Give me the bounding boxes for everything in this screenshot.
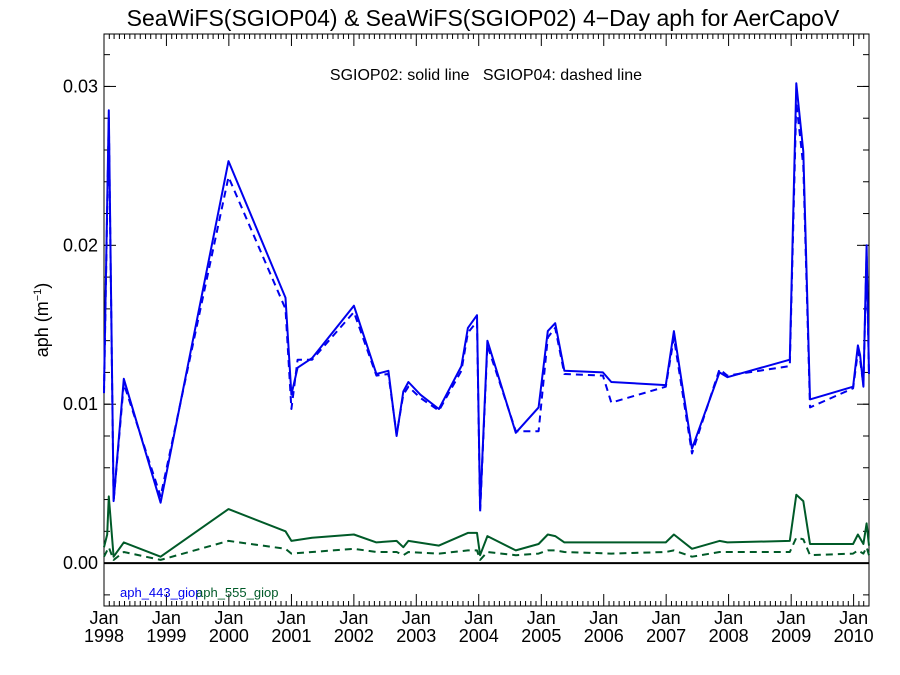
x-tick-label-year: 2007 — [646, 626, 686, 646]
y-tick-label: 0.00 — [63, 553, 98, 573]
chart-annotation: SGIOP02: solid line SGIOP04: dashed line — [330, 67, 642, 84]
x-tick-label-month: Jan — [714, 608, 743, 628]
series-line-aph_443_giop-solid — [103, 82, 870, 511]
y-tick-label: 0.01 — [63, 394, 98, 414]
x-tick-label-month: Jan — [214, 608, 243, 628]
x-tick-label-year: 2004 — [459, 626, 499, 646]
x-tick-label-month: Jan — [339, 608, 368, 628]
x-tick-label-month: Jan — [652, 608, 681, 628]
x-tick-label-month: Jan — [89, 608, 118, 628]
axes: 0.000.010.020.03Jan1998Jan1999Jan2000Jan… — [63, 34, 874, 646]
x-tick-label-month: Jan — [589, 608, 618, 628]
x-tick-label-year: 2002 — [334, 626, 374, 646]
x-tick-label-month: Jan — [777, 608, 806, 628]
x-tick-label-year: 2009 — [771, 626, 811, 646]
x-tick-label-year: 2000 — [209, 626, 249, 646]
x-tick-label-year: 2008 — [709, 626, 749, 646]
x-tick-label-year: 2003 — [396, 626, 436, 646]
y-axis-label-superscript: −1 — [32, 289, 44, 302]
x-tick-label-year: 1998 — [84, 626, 124, 646]
series-line-aph_555_giop-dashed — [103, 536, 870, 561]
x-tick-label-year: 2006 — [584, 626, 624, 646]
series-line-aph_555_giop-solid — [103, 493, 870, 558]
y-axis-label-main: aph (m — [32, 301, 52, 357]
y-tick-label: 0.03 — [63, 76, 98, 96]
x-tick-label-year: 1999 — [146, 626, 186, 646]
legend-entry: aph_555_giop — [196, 585, 278, 600]
x-tick-label-year: 2005 — [521, 626, 561, 646]
x-tick-label-month: Jan — [402, 608, 431, 628]
x-tick-label-year: 2010 — [834, 626, 874, 646]
y-axis-label-close: ) — [32, 283, 52, 289]
plot-frame — [103, 33, 870, 607]
x-tick-label-month: Jan — [277, 608, 306, 628]
series-lines — [103, 82, 870, 561]
x-tick-label-month: Jan — [464, 608, 493, 628]
y-axis-label: aph (m−1) — [32, 283, 52, 358]
y-tick-label: 0.02 — [63, 235, 98, 255]
x-tick-label-month: Jan — [527, 608, 556, 628]
chart-title: SeaWiFS(SGIOP04) & SeaWiFS(SGIOP02) 4−Da… — [127, 5, 840, 31]
x-tick-label-month: Jan — [152, 608, 181, 628]
x-tick-label-year: 2001 — [271, 626, 311, 646]
x-tick-label-month: Jan — [839, 608, 868, 628]
legend-entry: aph_443_giop — [120, 585, 202, 600]
series-line-aph_443_giop-dashed — [103, 101, 870, 514]
